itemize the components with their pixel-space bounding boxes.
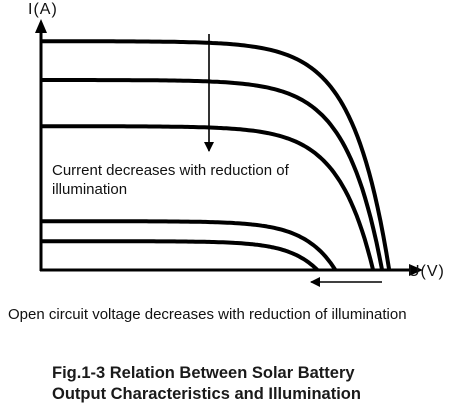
iv-chart [35, 19, 423, 287]
x-axis-arrow-icon [409, 264, 423, 276]
iv-curve-5 [41, 239, 319, 272]
iv-curves [41, 39, 392, 272]
iv-curve-3 [41, 124, 376, 271]
iv-curve-1 [41, 39, 392, 271]
caption-line-1: Fig.1-3 Relation Between Solar Battery [52, 364, 355, 382]
caption-line-2: Output Characteristics and Illumination [52, 385, 361, 403]
voltage-annotation: Open circuit voltage decreases with redu… [8, 306, 407, 323]
y-axis-arrow-icon [35, 19, 47, 33]
y-axis-label: I(A) [28, 1, 58, 18]
figure-caption: Fig.1-3 Relation Between Solar Battery O… [52, 363, 361, 405]
iv-curve-4 [41, 219, 338, 272]
iv-curve-2 [41, 78, 385, 271]
current-annotation: Current decreases with reduction of illu… [52, 162, 289, 198]
x-axis-label: U(V) [408, 263, 445, 280]
